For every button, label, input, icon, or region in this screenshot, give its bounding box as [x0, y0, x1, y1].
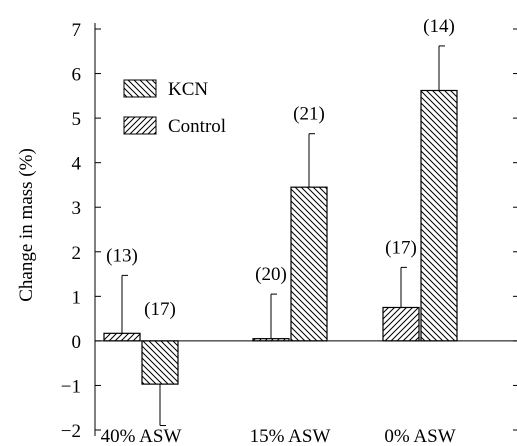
error-bars — [121, 45, 445, 427]
sample-size-label: (20) — [255, 264, 287, 285]
x-tick-label: 40% ASW — [101, 426, 182, 446]
bar-control-1 — [252, 338, 290, 342]
bar-kcn-2 — [420, 89, 458, 342]
sample-size-labels: (13) (20) (17) (17) (21) (14) — [106, 16, 455, 320]
sample-size-label: (17) — [144, 299, 176, 320]
legend-label-control: Control — [168, 116, 226, 137]
sample-size-label: (13) — [106, 245, 138, 266]
legend-label-kcn: KCN — [168, 79, 208, 100]
y-tick-label: 6 — [72, 65, 82, 86]
bars — [103, 89, 458, 385]
y-tick-label: 1 — [72, 287, 82, 308]
legend-swatch-control — [123, 116, 157, 135]
sample-size-label: (14) — [423, 16, 455, 37]
y-tick-label: 0 — [72, 332, 82, 353]
y-axis-label: Change in mass (%) — [16, 148, 37, 302]
y-ticks: −2 −1 0 1 2 3 4 5 6 7 — [61, 20, 517, 442]
bar-control-2 — [382, 306, 420, 342]
y-tick-label: −1 — [61, 376, 81, 397]
bar-kcn-1 — [290, 186, 328, 342]
y-tick-label: −2 — [61, 421, 81, 442]
sample-size-label: (17) — [385, 237, 417, 258]
y-tick-label: 7 — [72, 20, 82, 41]
y-tick-label: 4 — [72, 154, 82, 175]
y-tick-label: 3 — [72, 198, 82, 219]
sample-size-label: (21) — [293, 104, 325, 125]
x-tick-labels: 40% ASW 15% ASW 0% ASW — [101, 426, 456, 446]
legend: KCN Control — [123, 79, 226, 137]
y-tick-label: 5 — [72, 109, 82, 130]
bar-control-0 — [103, 332, 141, 342]
x-tick-label: 15% ASW — [250, 426, 331, 446]
bar-kcn-0 — [141, 340, 179, 385]
legend-swatch-kcn — [123, 79, 157, 98]
y-tick-label: 2 — [72, 243, 82, 264]
x-tick-label: 0% ASW — [384, 426, 455, 446]
